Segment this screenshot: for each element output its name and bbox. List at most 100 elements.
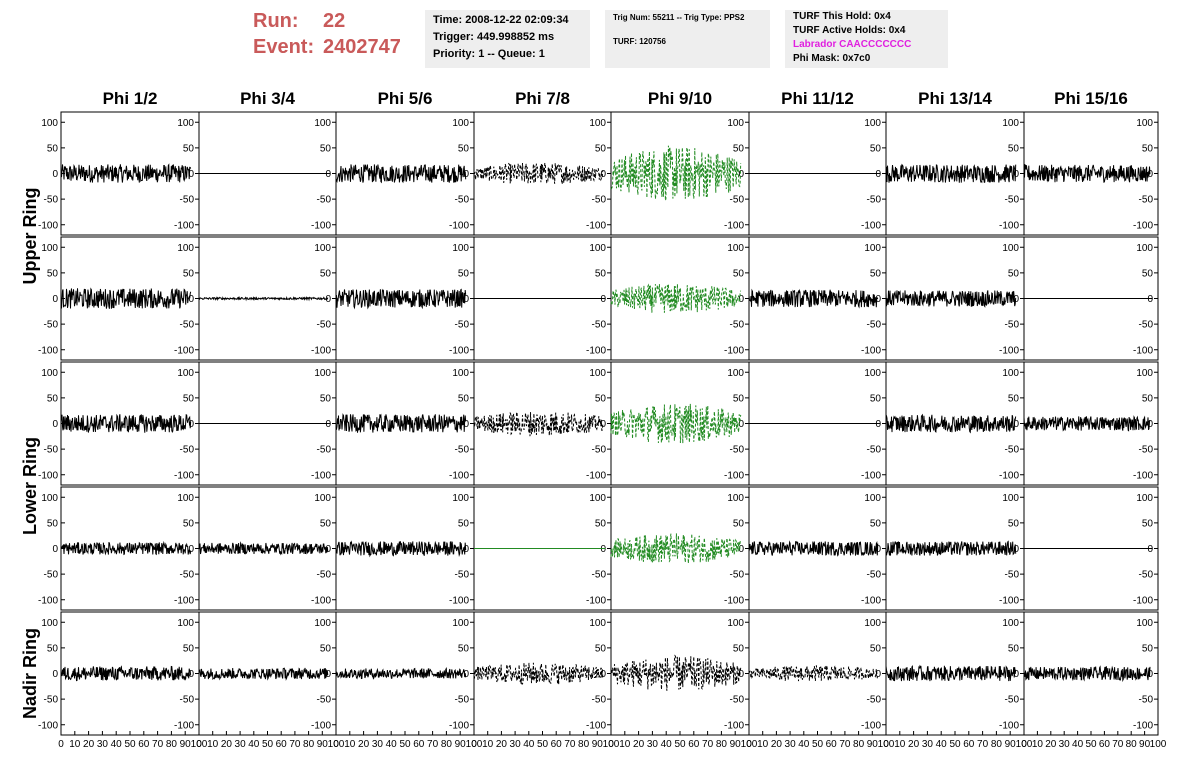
y-tick-label: 0 — [875, 294, 881, 305]
y-tick-label: -100 — [999, 345, 1019, 356]
y-tick-label: 0 — [52, 544, 58, 555]
y-tick-label: 50 — [870, 518, 882, 529]
y-tick-label: -100 — [999, 470, 1019, 481]
y-tick-label: 0 — [325, 294, 331, 305]
y-tick-label: -50 — [180, 695, 195, 706]
y-tick-label: -50 — [592, 695, 607, 706]
y-tick-label: -50 — [180, 445, 195, 456]
y-tick-label: -50 — [44, 320, 59, 331]
run-label: Run: — [253, 10, 299, 32]
x-tick-label: 90 — [592, 739, 604, 750]
x-tick-label: 10 — [894, 739, 906, 750]
x-tick-label: 60 — [551, 739, 563, 750]
y-tick-label: 50 — [458, 643, 470, 654]
x-tick-label: 60 — [688, 739, 700, 750]
x-tick-label: 90 — [867, 739, 879, 750]
x-tick-label: 0 — [471, 739, 477, 750]
x-tick-label: 100 — [191, 739, 208, 750]
x-tick-label: 40 — [248, 739, 260, 750]
row-label: Lower Ring — [20, 437, 40, 535]
y-tick-label: 50 — [47, 393, 59, 404]
waveform-trace — [473, 162, 604, 185]
y-tick-label: 0 — [738, 544, 744, 555]
x-tick-label: 40 — [936, 739, 948, 750]
y-tick-label: -100 — [174, 470, 194, 481]
x-tick-label: 70 — [289, 739, 301, 750]
y-tick-label: 100 — [177, 618, 194, 629]
y-tick-label: -50 — [867, 570, 882, 581]
y-tick-label: -100 — [1133, 345, 1153, 356]
x-tick-label: 90 — [730, 739, 742, 750]
panel-frame — [610, 236, 750, 361]
y-tick-label: -50 — [1139, 445, 1154, 456]
waveform-trace — [198, 667, 329, 681]
time-info-box: Time: 2008-12-22 02:09:34 Trigger: 449.9… — [425, 10, 590, 68]
y-tick-label: 50 — [733, 643, 745, 654]
y-tick-label: -100 — [38, 595, 58, 606]
waveform-trace — [60, 540, 192, 556]
y-tick-label: 50 — [458, 518, 470, 529]
y-tick-label: -100 — [861, 345, 881, 356]
waveform-trace — [885, 413, 1017, 434]
y-tick-label: -50 — [317, 570, 332, 581]
y-tick-label: 0 — [738, 669, 744, 680]
y-tick-label: 50 — [1142, 518, 1154, 529]
turf-info-box: TURF This Hold: 0x4 TURF Active Holds: 0… — [785, 10, 948, 68]
x-tick-label: 10 — [619, 739, 631, 750]
y-tick-label: 0 — [463, 419, 469, 430]
x-tick-label: 10 — [1032, 739, 1044, 750]
x-tick-label: 60 — [963, 739, 975, 750]
trig-info-box: Trig Num: 55211 -- Trig Type: PPS2 TURF:… — [605, 10, 770, 68]
y-tick-label: -100 — [724, 595, 744, 606]
y-tick-label: 100 — [727, 618, 744, 629]
y-tick-label: 50 — [595, 643, 607, 654]
y-tick-label: 0 — [600, 419, 606, 430]
y-tick-label: 100 — [589, 118, 606, 129]
waveform-trace — [198, 295, 329, 302]
row-label: Upper Ring — [20, 188, 40, 285]
x-tick-label: 80 — [166, 739, 178, 750]
x-tick-label: 100 — [328, 739, 345, 750]
x-tick-label: 20 — [633, 739, 645, 750]
x-tick-label: 60 — [413, 739, 425, 750]
x-tick-label: 20 — [908, 739, 920, 750]
y-tick-label: 50 — [183, 518, 195, 529]
y-tick-label: -50 — [180, 570, 195, 581]
y-tick-label: -50 — [1139, 695, 1154, 706]
column-header: Phi 13/14 — [918, 89, 992, 108]
y-tick-label: 100 — [177, 243, 194, 254]
x-tick-label: 70 — [977, 739, 989, 750]
y-tick-label: 50 — [595, 393, 607, 404]
y-tick-label: 0 — [52, 169, 58, 180]
x-tick-label: 0 — [608, 739, 614, 750]
y-tick-label: -100 — [1133, 470, 1153, 481]
y-tick-label: 0 — [738, 169, 744, 180]
y-tick-label: 50 — [870, 143, 882, 154]
turf-line: TURF: 120756 — [613, 37, 666, 46]
x-tick-label: 80 — [853, 739, 865, 750]
y-tick-label: -50 — [1139, 195, 1154, 206]
y-tick-label: 100 — [314, 493, 331, 504]
y-tick-label: 0 — [325, 544, 331, 555]
row-label: Nadir Ring — [20, 628, 40, 719]
y-tick-label: 100 — [1002, 368, 1019, 379]
y-tick-label: -50 — [1005, 445, 1020, 456]
x-tick-label: 80 — [303, 739, 315, 750]
x-tick-label: 90 — [1139, 739, 1151, 750]
y-tick-label: 50 — [1142, 393, 1154, 404]
y-tick-label: -100 — [174, 345, 194, 356]
y-tick-label: 0 — [600, 669, 606, 680]
y-tick-label: -50 — [730, 695, 745, 706]
x-tick-label: 10 — [757, 739, 769, 750]
waveform-trace — [335, 540, 467, 558]
y-tick-label: -50 — [455, 695, 470, 706]
x-tick-label: 70 — [427, 739, 439, 750]
y-tick-label: 100 — [1136, 243, 1153, 254]
y-tick-label: 0 — [1013, 669, 1019, 680]
y-tick-label: -50 — [1005, 570, 1020, 581]
y-tick-label: 50 — [1008, 393, 1020, 404]
y-tick-label: 0 — [600, 294, 606, 305]
y-tick-label: -100 — [38, 220, 58, 231]
y-tick-label: 0 — [463, 294, 469, 305]
y-tick-label: -100 — [999, 595, 1019, 606]
